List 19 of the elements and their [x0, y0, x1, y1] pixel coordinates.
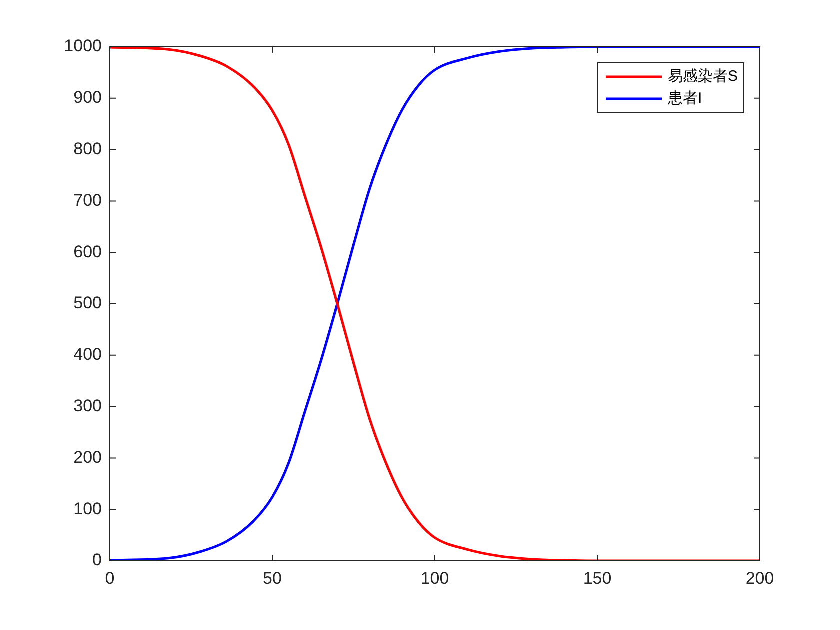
- y-tick-label: 600: [74, 242, 102, 262]
- y-tick-label: 500: [74, 294, 102, 313]
- legend-label: 患者I: [666, 90, 702, 108]
- y-tick-label: 900: [74, 88, 102, 108]
- x-tick-label: 0: [105, 568, 115, 588]
- y-tick-label: 700: [74, 190, 102, 210]
- y-tick-label: 800: [74, 139, 102, 158]
- x-tick-label: 150: [583, 568, 612, 588]
- y-tick-label: 1000: [64, 36, 102, 56]
- y-tick-label: 400: [74, 345, 102, 364]
- legend-label: 易感染者S: [668, 68, 738, 86]
- line-series: [110, 47, 760, 561]
- x-tick-label: 50: [263, 568, 282, 588]
- y-tick-label: 200: [74, 448, 102, 467]
- x-tick-label: 200: [746, 568, 774, 588]
- y-tick-label: 300: [74, 396, 102, 416]
- x-tick-label: 100: [420, 568, 450, 588]
- y-tick-label: 100: [74, 499, 102, 518]
- y-tick-label: 0: [92, 550, 102, 570]
